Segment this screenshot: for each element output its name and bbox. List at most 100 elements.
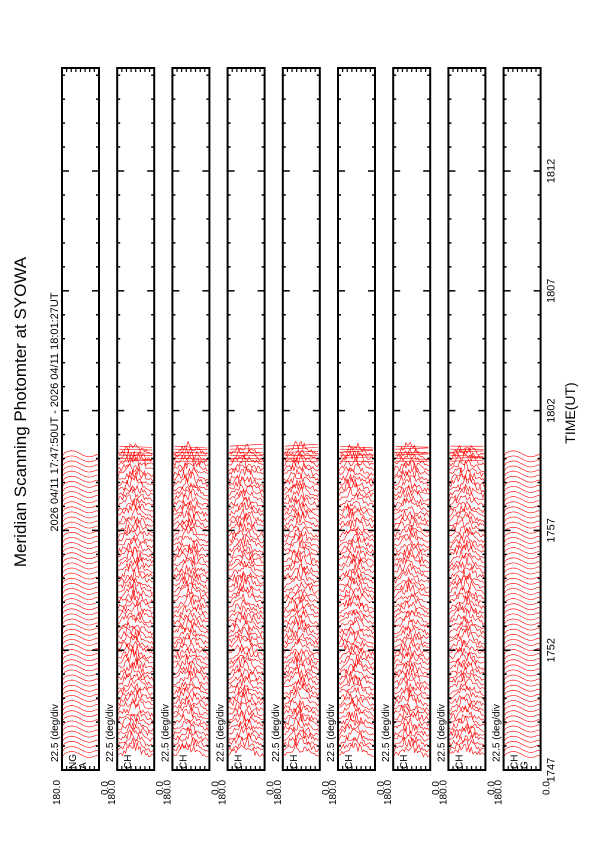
trace-line [338,675,375,691]
trace-line [228,522,264,538]
trace-line [393,717,430,731]
trace-line [338,733,375,746]
trace-line [228,667,264,682]
trace-line [228,546,264,559]
trace-line [62,603,99,611]
trace-line [118,450,154,463]
trace-line [173,490,209,508]
trace-line [393,646,430,661]
trace-line [504,633,540,641]
trace-line [119,457,153,460]
trace-line [394,672,430,686]
y-tick-label-max: 180.0 [273,780,284,805]
trace-line [173,471,209,488]
trace-line [62,751,99,758]
trace-line [117,463,154,478]
trace-line [504,526,540,534]
trace-line [394,471,430,487]
panel-scale-label: 22.5 (deg/div [50,704,61,762]
trace-line [228,615,264,630]
trace-line [504,542,540,549]
trace-line [504,740,540,748]
trace-line [62,689,99,697]
trace-line [62,516,99,524]
trace-line [228,539,264,554]
panel-channel-label: CH [178,755,189,769]
trace-line [394,628,430,645]
trace-line [395,447,429,450]
trace-line [62,455,99,463]
trace-line [449,661,485,676]
trace-line [173,683,209,695]
trace-line [283,732,319,747]
trace-line [173,707,209,720]
trace-line [504,501,540,509]
trace-line [118,742,154,758]
trace-line [449,577,485,595]
trace-line [393,679,430,691]
panel-frame [281,67,321,771]
trace-line [449,561,485,574]
trace-line [173,526,209,544]
trace-line [173,564,209,580]
trace-line [173,629,209,645]
trace-line [449,574,485,590]
trace-line [228,484,264,498]
trace-line [449,483,485,499]
time-range-label: 2026 04/11 17:47:50UT - 2026 04/11 18:01… [49,292,61,531]
trace-line [394,532,430,549]
trace-line [393,527,430,543]
trace-line [338,615,375,630]
trace-line [283,680,320,697]
panel-channel-label: CH [344,755,355,769]
trace-line [338,706,375,721]
trace-line [504,664,540,672]
trace-line [393,484,430,497]
panel-4: 180.0 0.0 CH 22.5 (deg/div [216,67,277,805]
trace-line [393,637,430,649]
panel-9: 180.0 0.0 CH G 22.5 (deg/div [492,67,553,805]
trace-line [449,739,485,753]
trace-line [338,574,375,590]
trace-line [338,537,375,554]
trace-line [228,646,264,661]
trace-line [228,683,264,696]
trace-line [117,630,154,645]
trace-line [283,721,319,736]
trace-line [504,684,540,692]
trace-line [449,744,485,756]
trace-line [117,700,154,718]
panel-traces [338,441,375,757]
trace-line [173,477,209,492]
trace-line [504,695,540,702]
trace-line [504,730,540,738]
trace-line [62,491,99,498]
trace-line [449,714,485,727]
trace-line [504,577,540,585]
trace-line [449,552,485,568]
trace-line [173,624,209,640]
trace-line [394,592,430,604]
trace-line [118,456,154,472]
trace-line [118,714,154,726]
trace-line [283,599,320,615]
trace-line [449,685,485,702]
trace-line [338,637,375,651]
trace-line [62,730,99,738]
trace-line [62,684,99,692]
trace-line [393,492,430,508]
trace-line [393,498,430,513]
trace-line [118,535,154,549]
trace-line [504,608,540,616]
trace-line [449,628,485,646]
trace-line [228,745,264,757]
trace-line [62,613,99,621]
trace-line [393,689,430,707]
trace-line [338,563,375,579]
trace-line [228,530,264,544]
trace-line [393,485,430,502]
trace-line [504,557,540,565]
trace-line [393,459,430,472]
trace-line [449,474,485,493]
trace-line [228,548,264,564]
